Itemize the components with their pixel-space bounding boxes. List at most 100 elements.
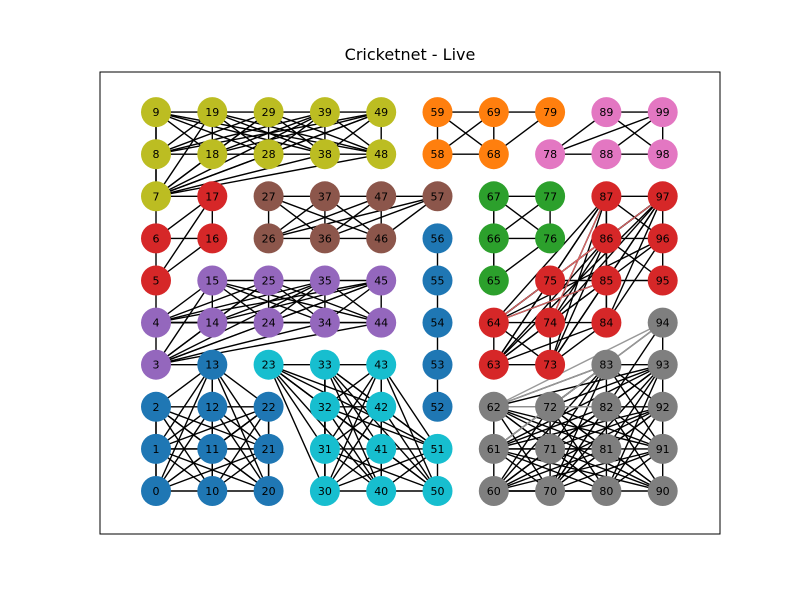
node-14[interactable]: 14: [197, 307, 228, 338]
node-44[interactable]: 44: [366, 307, 397, 338]
node-61[interactable]: 61: [478, 433, 509, 464]
node-81[interactable]: 81: [591, 433, 622, 464]
node-47[interactable]: 47: [366, 181, 397, 212]
node-80[interactable]: 80: [591, 476, 622, 506]
node-67[interactable]: 67: [478, 181, 509, 212]
node-46[interactable]: 46: [366, 223, 397, 254]
node-36[interactable]: 36: [309, 223, 340, 254]
node-13[interactable]: 13: [197, 349, 228, 380]
node-28[interactable]: 28: [253, 139, 284, 170]
node-89[interactable]: 89: [591, 97, 622, 128]
node-84[interactable]: 84: [591, 307, 622, 338]
node-97[interactable]: 97: [647, 181, 678, 212]
node-39[interactable]: 39: [309, 97, 340, 128]
node-73[interactable]: 73: [535, 349, 566, 380]
node-1[interactable]: 1: [141, 433, 171, 464]
node-53[interactable]: 53: [422, 349, 453, 380]
node-4[interactable]: 4: [141, 307, 171, 338]
node-23[interactable]: 23: [253, 349, 284, 380]
node-27[interactable]: 27: [253, 181, 284, 212]
node-57[interactable]: 57: [422, 181, 453, 212]
node-37[interactable]: 37: [309, 181, 340, 212]
node-0[interactable]: 0: [141, 476, 171, 506]
node-26[interactable]: 26: [253, 223, 284, 254]
node-79[interactable]: 79: [535, 97, 566, 128]
node-77[interactable]: 77: [535, 181, 566, 212]
node-41[interactable]: 41: [366, 433, 397, 464]
node-59[interactable]: 59: [422, 97, 453, 128]
node-66[interactable]: 66: [478, 223, 509, 254]
node-18[interactable]: 18: [197, 139, 228, 170]
node-48[interactable]: 48: [366, 139, 397, 170]
node-2[interactable]: 2: [141, 391, 171, 422]
node-83[interactable]: 83: [591, 349, 622, 380]
node-16[interactable]: 16: [197, 223, 228, 254]
node-99[interactable]: 99: [647, 97, 678, 128]
node-58[interactable]: 58: [422, 139, 453, 170]
node-87[interactable]: 87: [591, 181, 622, 212]
node-34[interactable]: 34: [309, 307, 340, 338]
node-85[interactable]: 85: [591, 265, 622, 296]
node-52[interactable]: 52: [422, 391, 453, 422]
node-15[interactable]: 15: [197, 265, 228, 296]
node-33[interactable]: 33: [309, 349, 340, 380]
node-88[interactable]: 88: [591, 139, 622, 170]
node-55[interactable]: 55: [422, 265, 453, 296]
node-94[interactable]: 94: [647, 307, 678, 338]
node-91[interactable]: 91: [647, 433, 678, 464]
node-31[interactable]: 31: [309, 433, 340, 464]
node-32[interactable]: 32: [309, 391, 340, 422]
node-54[interactable]: 54: [422, 307, 453, 338]
node-98[interactable]: 98: [647, 139, 678, 170]
node-82[interactable]: 82: [591, 391, 622, 422]
node-9[interactable]: 9: [141, 97, 171, 128]
node-71[interactable]: 71: [535, 433, 566, 464]
node-30[interactable]: 30: [309, 476, 340, 506]
node-96[interactable]: 96: [647, 223, 678, 254]
node-11[interactable]: 11: [197, 433, 228, 464]
node-12[interactable]: 12: [197, 391, 228, 422]
node-25[interactable]: 25: [253, 265, 284, 296]
node-90[interactable]: 90: [647, 476, 678, 506]
node-56[interactable]: 56: [422, 223, 453, 254]
node-76[interactable]: 76: [535, 223, 566, 254]
node-63[interactable]: 63: [478, 349, 509, 380]
node-20[interactable]: 20: [253, 476, 284, 506]
node-3[interactable]: 3: [141, 349, 171, 380]
node-21[interactable]: 21: [253, 433, 284, 464]
node-6[interactable]: 6: [141, 223, 171, 254]
node-45[interactable]: 45: [366, 265, 397, 296]
node-49[interactable]: 49: [366, 97, 397, 128]
node-93[interactable]: 93: [647, 349, 678, 380]
node-51[interactable]: 51: [422, 433, 453, 464]
node-95[interactable]: 95: [647, 265, 678, 296]
node-38[interactable]: 38: [309, 139, 340, 170]
node-75[interactable]: 75: [535, 265, 566, 296]
node-8[interactable]: 8: [141, 139, 171, 170]
node-22[interactable]: 22: [253, 391, 284, 422]
node-7[interactable]: 7: [141, 181, 171, 212]
node-60[interactable]: 60: [478, 476, 509, 506]
node-74[interactable]: 74: [535, 307, 566, 338]
node-62[interactable]: 62: [478, 391, 509, 422]
node-10[interactable]: 10: [197, 476, 228, 506]
node-17[interactable]: 17: [197, 181, 228, 212]
node-50[interactable]: 50: [422, 476, 453, 506]
node-78[interactable]: 78: [535, 139, 566, 170]
node-86[interactable]: 86: [591, 223, 622, 254]
node-72[interactable]: 72: [535, 391, 566, 422]
node-24[interactable]: 24: [253, 307, 284, 338]
node-65[interactable]: 65: [478, 265, 509, 296]
node-69[interactable]: 69: [478, 97, 509, 128]
node-92[interactable]: 92: [647, 391, 678, 422]
node-70[interactable]: 70: [535, 476, 566, 506]
node-42[interactable]: 42: [366, 391, 397, 422]
node-43[interactable]: 43: [366, 349, 397, 380]
node-19[interactable]: 19: [197, 97, 228, 128]
node-68[interactable]: 68: [478, 139, 509, 170]
node-35[interactable]: 35: [309, 265, 340, 296]
node-29[interactable]: 29: [253, 97, 284, 128]
node-64[interactable]: 64: [478, 307, 509, 338]
node-5[interactable]: 5: [141, 265, 171, 296]
node-40[interactable]: 40: [366, 476, 397, 506]
